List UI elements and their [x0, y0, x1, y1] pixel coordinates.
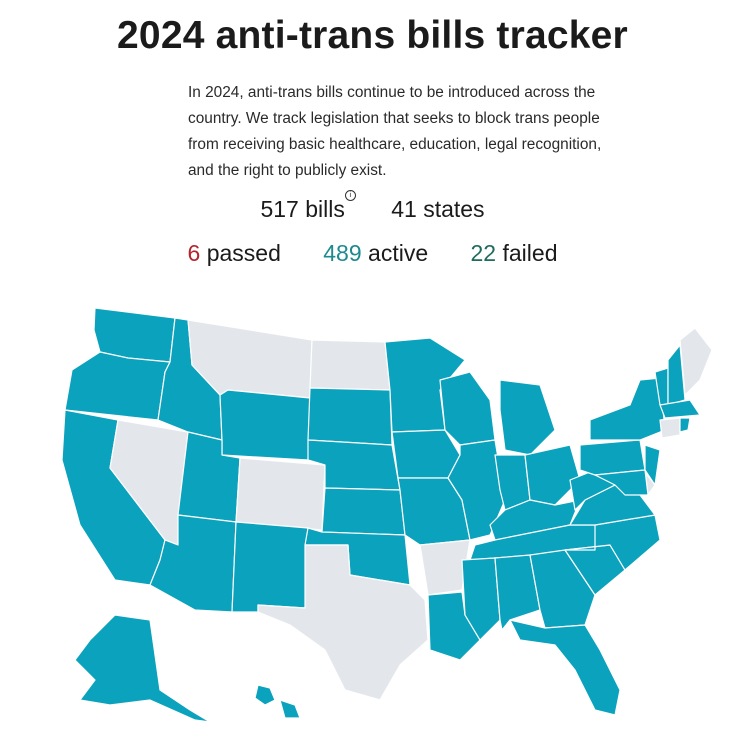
state-CO[interactable]	[235, 457, 326, 531]
state-AK[interactable]	[74, 614, 211, 723]
status-stats: 6 passed 489 active 22 failed	[0, 240, 745, 267]
state-MI[interactable]	[499, 379, 556, 456]
us-map[interactable]	[0, 290, 745, 735]
state-MS[interactable]	[461, 557, 501, 641]
failed-count: 22	[470, 240, 497, 266]
bills-count-label: 517 bills	[260, 196, 345, 222]
state-AR[interactable]	[419, 539, 471, 596]
bills-count[interactable]: 517 bills i	[260, 190, 356, 223]
state-HI[interactable]	[254, 684, 276, 706]
state-NH[interactable]	[667, 344, 686, 406]
state-MA[interactable]	[659, 399, 701, 419]
state-PA[interactable]	[579, 439, 646, 476]
failed-label: failed	[502, 240, 558, 266]
state-NY[interactable]	[589, 377, 666, 441]
state-OR[interactable]	[64, 351, 171, 421]
state-NM[interactable]	[231, 521, 309, 613]
active-stat[interactable]: 489 active	[323, 240, 428, 266]
passed-stat[interactable]: 6 passed	[188, 240, 281, 266]
state-NC[interactable]	[564, 514, 661, 571]
failed-stat[interactable]: 22 failed	[471, 240, 558, 266]
summary-stats: 517 bills i 41 states	[0, 190, 745, 223]
state-IA[interactable]	[391, 429, 461, 479]
state-CT[interactable]	[659, 417, 681, 439]
state-FL[interactable]	[509, 619, 621, 716]
active-label: active	[368, 240, 429, 266]
info-icon[interactable]: i	[344, 190, 356, 201]
states-count: 41 states	[391, 196, 485, 222]
passed-label: passed	[206, 240, 281, 266]
state-TX[interactable]	[257, 544, 429, 701]
state-WI[interactable]	[439, 371, 496, 446]
intro-text: In 2024, anti-trans bills continue to be…	[188, 84, 602, 179]
state-HI-2[interactable]	[279, 699, 301, 719]
state-RI[interactable]	[679, 417, 691, 433]
state-OH[interactable]	[524, 444, 581, 506]
active-count: 489	[323, 240, 362, 266]
page-title: 2024 anti-trans bills tracker	[117, 14, 628, 57]
state-ND[interactable]	[309, 339, 391, 391]
state-MD[interactable]	[594, 469, 649, 496]
state-SD[interactable]	[307, 387, 393, 446]
state-WY[interactable]	[219, 389, 311, 461]
state-KS[interactable]	[321, 487, 406, 536]
passed-count: 6	[187, 240, 201, 266]
state-ME[interactable]	[679, 327, 713, 396]
